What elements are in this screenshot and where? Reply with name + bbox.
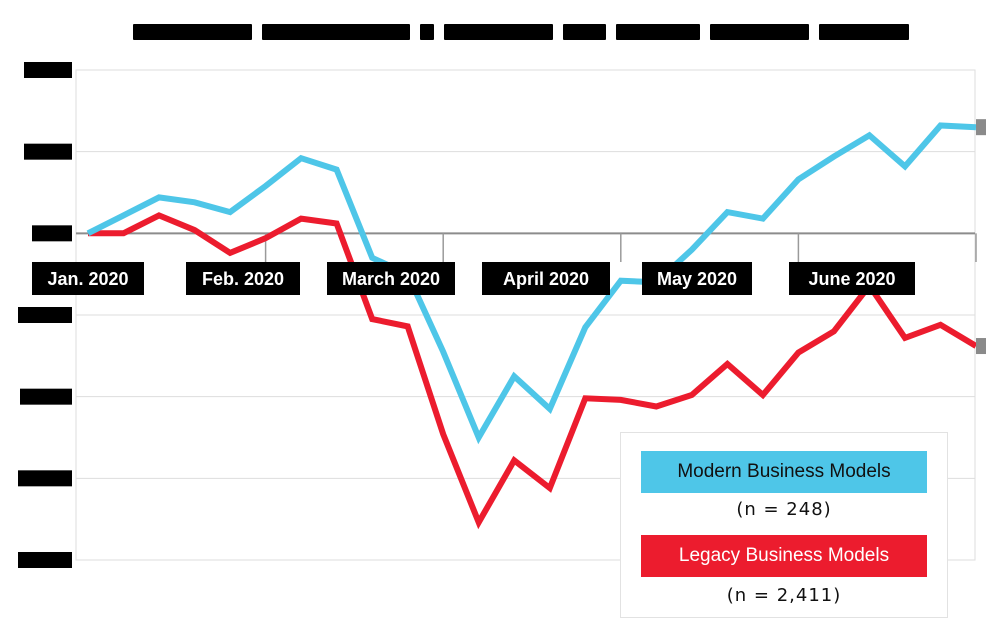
series-lines (86, 119, 986, 530)
y-tick-label-redacted (18, 552, 72, 568)
series-line-modern-business-models (86, 122, 977, 445)
title-word-redacted (261, 24, 411, 40)
legend-sample-size-modern: (n = 248) (736, 499, 832, 520)
title-word-redacted (133, 24, 252, 40)
y-axis-ticks-redacted (18, 62, 72, 568)
y-tick-label-redacted (18, 307, 72, 323)
legend-entry-modern: Modern Business Models (641, 451, 927, 493)
month-label-box (789, 262, 915, 295)
series-line-legacy-business-models (88, 212, 978, 530)
y-tick-label-redacted (24, 143, 72, 160)
month-label-box (642, 262, 752, 295)
month-label: May 2020 (657, 269, 737, 289)
title-word-redacted (709, 24, 810, 40)
month-label-box (327, 262, 455, 295)
month-label: April 2020 (503, 269, 589, 289)
legend-entry-legacy: Legacy Business Models (641, 535, 927, 577)
month-label-box (186, 262, 300, 295)
y-tick-label-redacted (20, 388, 72, 405)
y-tick-label-redacted (24, 62, 72, 78)
y-tick-label-redacted (18, 470, 72, 487)
month-label: June 2020 (808, 269, 895, 289)
month-label: March 2020 (342, 269, 440, 289)
month-labels: Jan. 2020 Feb. 2020 March 2020 April 2020 Ma… (32, 262, 915, 295)
chart-title-redacted (128, 22, 914, 42)
title-word-redacted (420, 24, 434, 40)
month-label-box (32, 262, 144, 295)
month-label-box (482, 262, 610, 295)
y-tick-label-redacted (32, 225, 72, 242)
title-word-redacted (443, 24, 554, 40)
series-end-marker (976, 119, 986, 136)
title-word-redacted (615, 24, 700, 40)
title-word-redacted (563, 24, 606, 40)
month-label: Feb. 2020 (202, 269, 284, 289)
month-label: Jan. 2020 (47, 269, 128, 289)
title-word-redacted (819, 24, 910, 40)
legend-sample-size-legacy: (n = 2,411) (726, 585, 842, 606)
legend: Modern Business Models (n = 248) Legacy … (620, 432, 948, 618)
series-end-marker (976, 338, 986, 355)
